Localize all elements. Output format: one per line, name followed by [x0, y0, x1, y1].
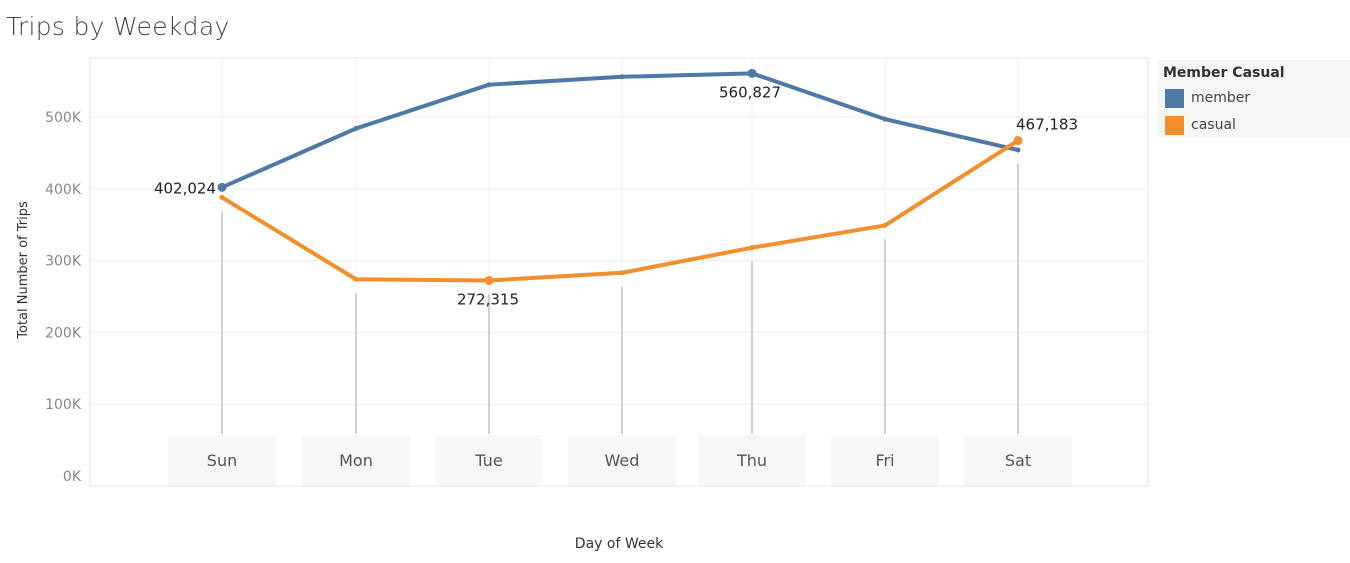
chart-title: Trips by Weekday — [6, 12, 230, 41]
data-label: 560,827 — [719, 83, 781, 101]
legend-label-casual: casual — [1191, 117, 1236, 133]
drop-lines — [221, 164, 1019, 434]
x-tick-label: Thu — [736, 451, 767, 470]
line-chart: 0K 100K 200K 300K 400K 500K Sun Mon Tue Wed Thu Fr… — [16, 57, 1149, 552]
y-axis-label: Total Number of Trips — [16, 201, 31, 340]
category-box — [168, 435, 276, 485]
y-tick-label: 400K — [45, 182, 82, 198]
series-line-casual — [220, 138, 1020, 283]
legend-title: Member Casual — [1163, 65, 1285, 81]
point-casual[interactable] — [749, 245, 755, 251]
point-member[interactable] — [619, 74, 625, 80]
highlight-point[interactable] — [1013, 136, 1023, 146]
category-box — [831, 435, 939, 485]
legend-swatch-casual — [1165, 115, 1184, 135]
legend: Member Casual member casual — [1158, 60, 1350, 137]
point-member[interactable] — [353, 125, 359, 131]
highlight-point[interactable] — [217, 182, 227, 192]
x-tick-label: Sat — [1005, 451, 1031, 470]
category-box — [964, 435, 1072, 485]
y-tick-label: 0K — [63, 469, 82, 485]
point-member[interactable] — [1015, 147, 1021, 153]
category-box — [568, 435, 676, 485]
plot-frame — [89, 57, 1149, 487]
legend-label-member: member — [1191, 90, 1251, 106]
x-tick-label: Sun — [207, 451, 237, 470]
point-casual[interactable] — [219, 194, 225, 200]
point-casual[interactable] — [353, 276, 359, 282]
x-tick-label: Mon — [339, 451, 373, 470]
y-tick-label: 300K — [45, 254, 82, 270]
category-box — [302, 435, 410, 485]
legend-item-casual[interactable]: casual — [1165, 115, 1236, 135]
point-member[interactable] — [882, 116, 888, 122]
highlight-point[interactable] — [747, 68, 757, 78]
data-label: 402,024 — [154, 179, 216, 197]
y-tick-label: 200K — [45, 325, 82, 341]
point-casual[interactable] — [619, 270, 625, 276]
y-axis-ticks: 0K 100K 200K 300K 400K 500K — [45, 110, 82, 485]
data-label: 272,315 — [457, 290, 519, 308]
category-box — [435, 435, 543, 485]
y-tick-label: 500K — [45, 110, 82, 126]
category-box — [698, 435, 806, 485]
legend-swatch-member — [1165, 88, 1184, 108]
series-line-member — [221, 71, 1019, 190]
point-member[interactable] — [486, 82, 492, 88]
x-tick-label: Wed — [605, 451, 640, 470]
y-tick-label: 100K — [45, 397, 82, 413]
series-lines — [219, 70, 1021, 283]
data-label: 467,183 — [1016, 116, 1078, 134]
highlight-point[interactable] — [484, 275, 494, 285]
point-casual[interactable] — [882, 222, 888, 228]
x-tick-label: Tue — [474, 451, 502, 470]
legend-item-member[interactable]: member — [1165, 88, 1250, 108]
x-axis-label: Day of Week — [575, 536, 664, 552]
x-tick-label: Fri — [875, 451, 894, 470]
data-labels: 402,024 560,827 272,315 467,183 — [154, 68, 1078, 308]
x-axis-categories: Sun Mon Tue Wed Thu Fri Sat — [168, 435, 1072, 485]
